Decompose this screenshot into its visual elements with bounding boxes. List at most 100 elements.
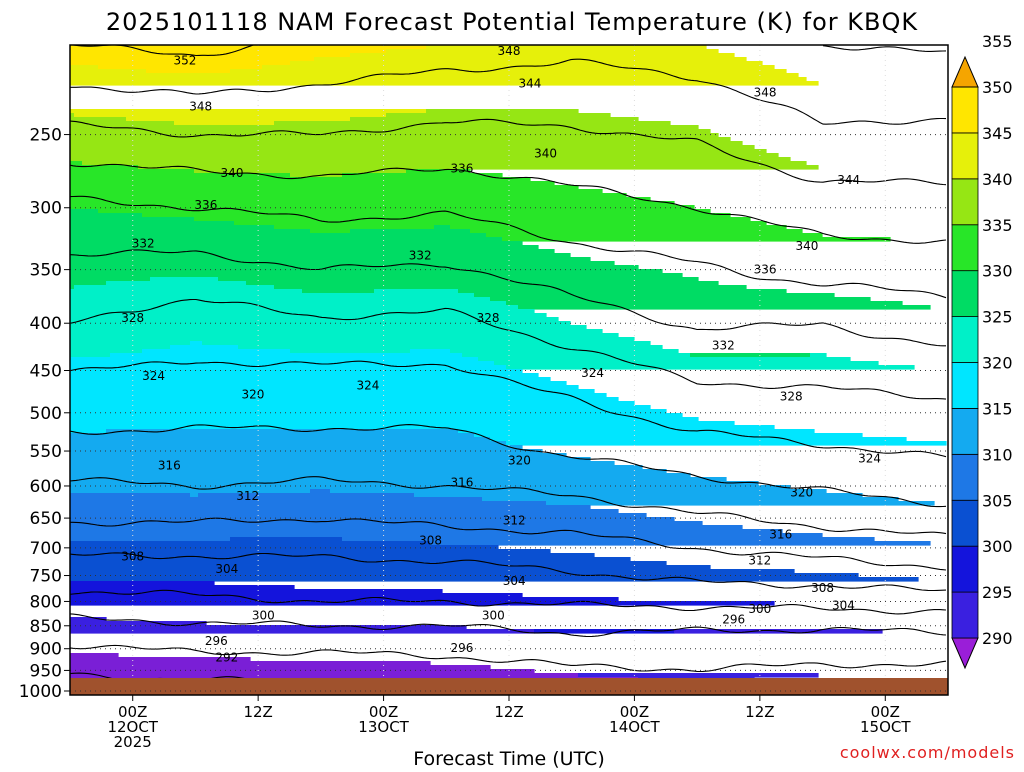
y-tick-label-300: 300 <box>30 199 62 219</box>
colorbar-label-290: 290 <box>982 629 1013 648</box>
y-tick-label-650: 650 <box>30 509 62 529</box>
colorbar-box-305 <box>951 499 979 547</box>
colorbar-box-300 <box>951 545 979 593</box>
y-tick-label-500: 500 <box>30 404 62 424</box>
x-tick-label-2-0: 00Z <box>369 703 398 721</box>
contour-label-340: 340 <box>534 146 557 160</box>
contour-label-300: 300 <box>748 602 771 616</box>
colorbar-box-340 <box>951 178 979 226</box>
contour-labels: 3523483483443483403403443363363403323323… <box>121 44 881 665</box>
y-tick-label-700: 700 <box>30 539 62 559</box>
contour-324 <box>70 360 947 458</box>
contour-332 <box>70 249 946 347</box>
y-tick-label-750: 750 <box>30 567 62 587</box>
contour-label-292: 292 <box>215 651 238 665</box>
x-tick-label-0-0: 00Z <box>118 703 147 721</box>
colorbar-label-300: 300 <box>982 537 1013 556</box>
contour-label-332: 332 <box>409 249 432 263</box>
chart-title: 2025101118 NAM Forecast Potential Temper… <box>106 8 918 36</box>
x-tick-label-1-0: 12Z <box>243 703 272 721</box>
contour-lines <box>70 45 947 692</box>
colorbar-label-330: 330 <box>982 262 1013 281</box>
colorbar-box-315 <box>951 408 979 455</box>
colorbar-over-arrow <box>951 55 979 88</box>
contour-label-328: 328 <box>477 311 500 325</box>
contour-label-308: 308 <box>811 581 834 595</box>
x-tick-label-4-0: 00Z <box>620 703 649 721</box>
colorbar: 290 295 300 305 310 315 320 325 330 335 340 345 350 3… <box>951 32 1013 670</box>
y-tick-label-550: 550 <box>30 442 62 462</box>
y-tick-label-800: 800 <box>30 592 62 612</box>
contour-label-300: 300 <box>252 609 275 623</box>
x-tick-label-5-0: 12Z <box>745 703 774 721</box>
colorbar-label-355: 355 <box>982 32 1013 51</box>
contour-label-320: 320 <box>790 486 813 500</box>
x-tick-label-6-1: 15OCT <box>860 718 911 736</box>
contour-label-328: 328 <box>121 311 144 325</box>
y-axis: 250 300 350 400 450 500 550 600 650 700 750 800 850 9… <box>19 126 70 702</box>
colorbar-box-350 <box>951 86 979 134</box>
colorbar-box-295 <box>951 591 979 639</box>
contour-label-332: 332 <box>712 339 735 353</box>
colorbar-label-340: 340 <box>982 170 1013 189</box>
contour-label-308: 308 <box>121 549 144 563</box>
colorbar-under-arrow <box>951 637 979 670</box>
colorbar-label-350: 350 <box>982 78 1013 97</box>
contour-label-344: 344 <box>518 76 541 90</box>
contour-label-296: 296 <box>205 634 228 648</box>
contour-label-296: 296 <box>451 641 474 655</box>
x-tick-label-6-0: 00Z <box>871 703 900 721</box>
x-axis-label: Forecast Time (UTC) <box>413 748 604 768</box>
contour-300 <box>70 613 947 638</box>
contour-label-328: 328 <box>780 389 803 403</box>
contour-label-340: 340 <box>795 239 818 253</box>
contour-296 <box>70 644 947 673</box>
colorbar-label-295: 295 <box>982 583 1013 602</box>
contour-label-336: 336 <box>451 161 474 175</box>
y-tick-label-850: 850 <box>30 617 62 637</box>
contour-label-308: 308 <box>419 533 442 547</box>
y-tick-label-250: 250 <box>30 126 62 146</box>
x-tick-label-0-1: 12OCT <box>107 718 158 736</box>
contour-label-316: 316 <box>451 476 474 490</box>
contour-label-336: 336 <box>194 198 217 212</box>
colorbar-label-345: 345 <box>982 124 1013 143</box>
contour-label-332: 332 <box>132 237 155 251</box>
contour-label-324: 324 <box>142 369 165 383</box>
contour-label-304: 304 <box>215 562 238 576</box>
contour-308 <box>70 552 947 592</box>
contour-348 <box>70 58 947 125</box>
contour-label-320: 320 <box>241 388 264 402</box>
y-tick-label-350: 350 <box>30 261 62 281</box>
contour-320 <box>70 424 947 508</box>
gridlines <box>70 45 948 692</box>
contour-328 <box>70 298 947 400</box>
x-tick-label-4-1: 14OCT <box>609 718 660 736</box>
y-tick-label-900: 900 <box>30 640 62 660</box>
colorbar-label-305: 305 <box>982 491 1013 510</box>
colorbar-box-325 <box>951 316 979 363</box>
contour-label-316: 316 <box>158 458 181 472</box>
contour-316 <box>70 476 947 535</box>
colorbar-label-315: 315 <box>982 399 1013 418</box>
contour-label-344: 344 <box>837 173 860 187</box>
temperature-field <box>70 45 947 682</box>
x-tick-label-3-0: 12Z <box>494 703 523 721</box>
contour-label-352: 352 <box>174 54 197 68</box>
contour-label-304: 304 <box>503 574 526 588</box>
colorbar-label-310: 310 <box>982 445 1013 464</box>
contour-label-348: 348 <box>754 85 777 99</box>
contour-label-304: 304 <box>832 598 855 612</box>
contour-label-324: 324 <box>581 366 604 380</box>
y-tick-label-1000: 1000 <box>19 682 62 702</box>
contour-label-312: 312 <box>503 514 526 528</box>
contour-label-316: 316 <box>769 527 792 541</box>
watermark: coolwx.com/models <box>840 743 1015 762</box>
colorbar-box-335 <box>951 224 979 272</box>
contour-340 <box>70 163 947 244</box>
y-tick-label-950: 950 <box>30 661 62 681</box>
contour-label-324: 324 <box>356 378 379 392</box>
